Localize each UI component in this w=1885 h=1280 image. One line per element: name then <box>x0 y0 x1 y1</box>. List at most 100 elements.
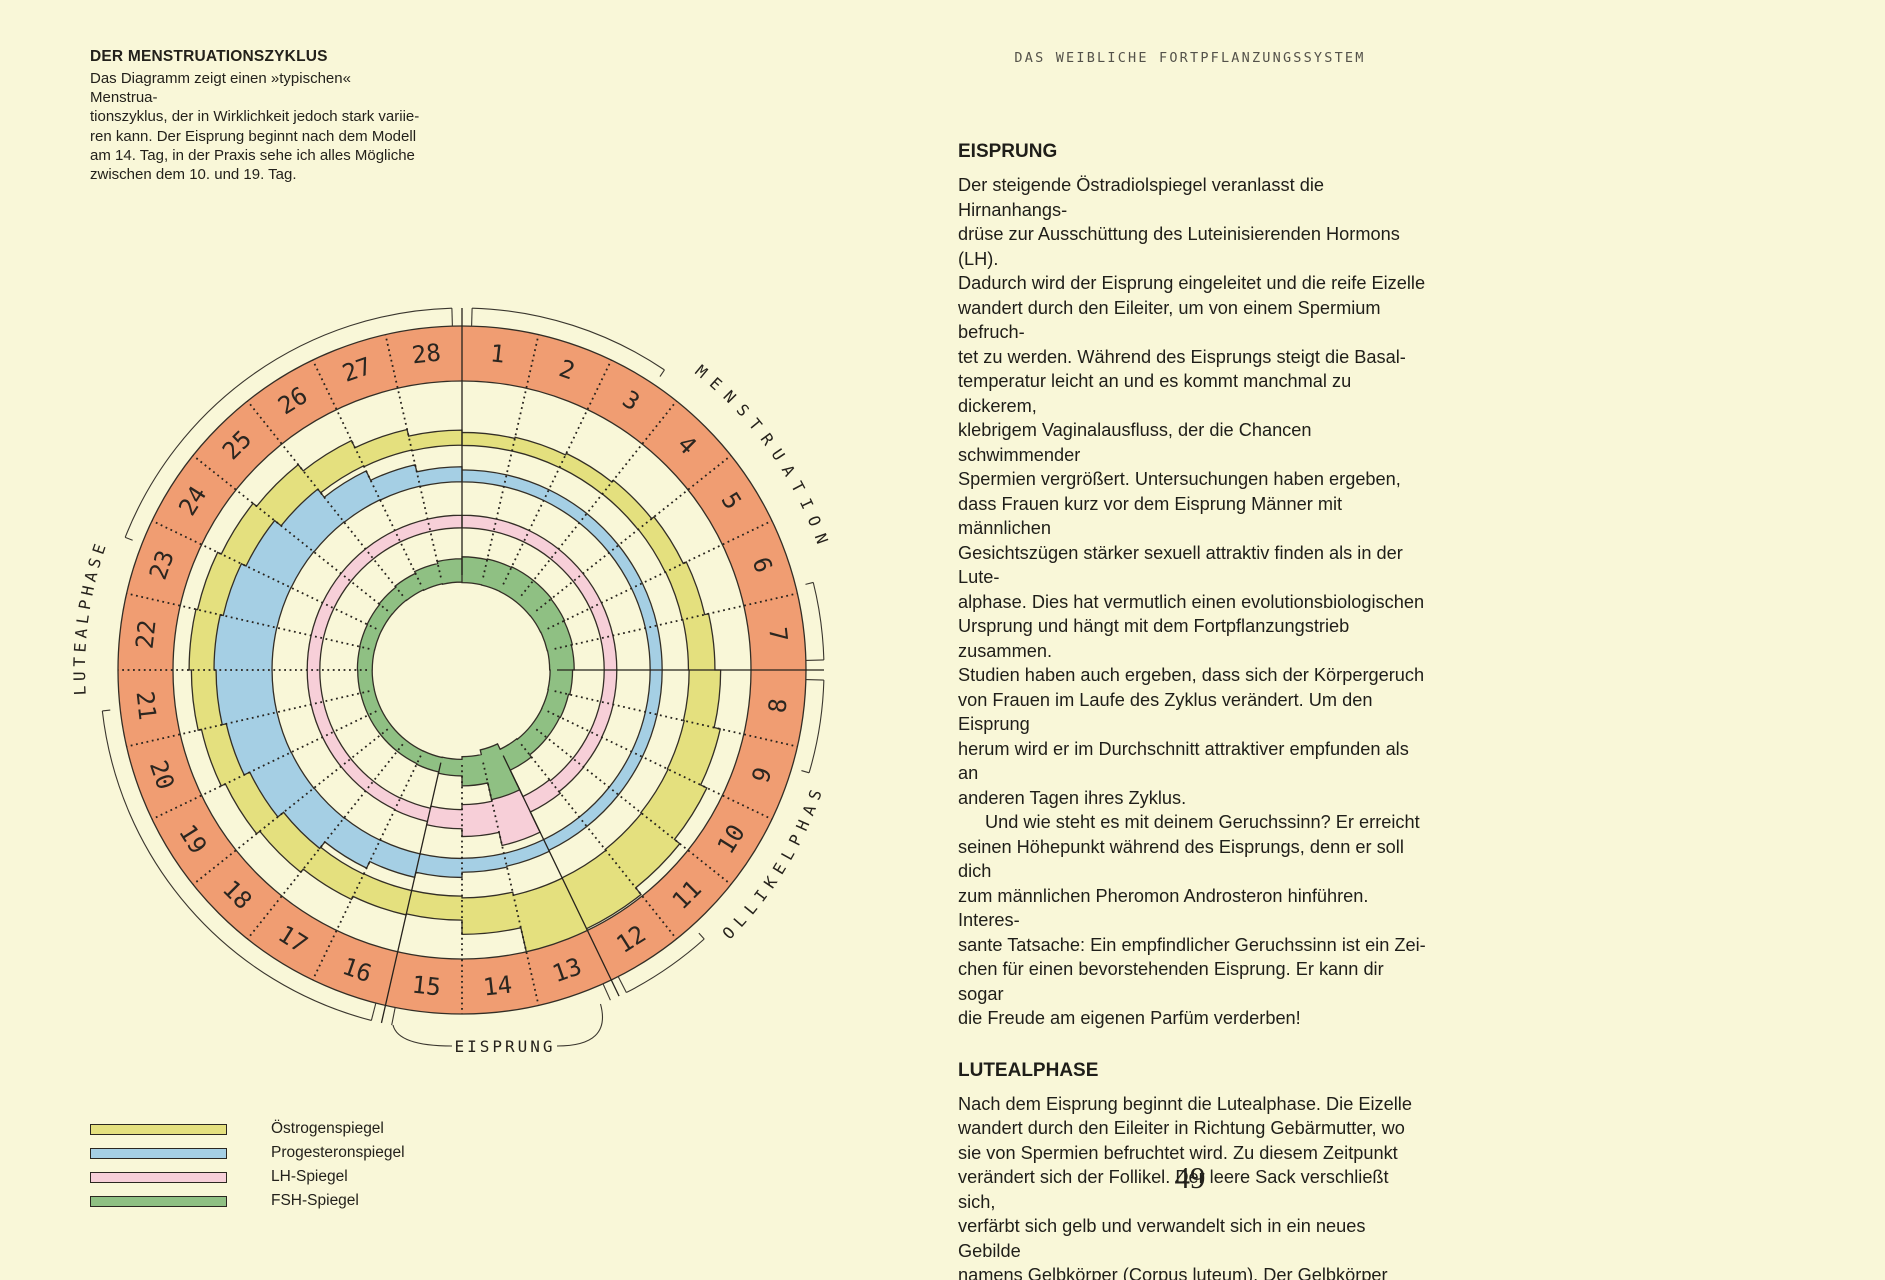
phase-label-eisprung: EISPRUNG <box>454 1037 555 1056</box>
legend-item: LH-Spiegel <box>90 1165 405 1189</box>
text-section: EISPRUNG Der steigende Östradiolspiegel v… <box>958 140 1428 1031</box>
legend-label: FSH-Spiegel <box>271 1192 359 1209</box>
body-line: wandert durch den Eileiter in Richtung G… <box>958 1118 1405 1138</box>
body-line: die Freude am eigenen Parfüm verderben! <box>958 1008 1301 1028</box>
day-boundary-dotted <box>535 454 732 612</box>
day-boundary-dotted <box>482 762 540 1006</box>
legend-item: FSH-Spiegel <box>90 1189 405 1213</box>
body-line: Und wie steht es mit deinem Geruchssinn?… <box>985 812 1420 832</box>
body-line: verfärbt sich gelb und verwandelt sich i… <box>958 1216 1366 1261</box>
body-line: Spermien vergrößert. Untersuchungen habe… <box>958 469 1401 489</box>
phase-boundary-line <box>380 762 442 1024</box>
legend-item: Progesteronspiegel <box>90 1141 405 1165</box>
day-boundary-dotted <box>311 359 422 585</box>
phase-label: LUTEALPHASE <box>70 537 111 696</box>
phase-arc <box>812 582 825 660</box>
body-line: Gesichtszügen stärker sexuell attraktiv … <box>958 542 1403 588</box>
day-number: 22 <box>130 618 161 650</box>
section-heading: LUTEALPHASE <box>958 1059 1099 1081</box>
phase-arc <box>124 307 452 538</box>
caption-line: zwischen dem 10. und 19. Tag. <box>90 166 297 184</box>
day-boundary-dotted <box>311 755 422 981</box>
day-boundary-dotted <box>384 334 442 578</box>
day-boundary-dotted <box>554 690 798 748</box>
phase-arc-tick <box>805 679 824 681</box>
day-boundary-dotted <box>547 710 773 821</box>
phase-arc-tick <box>391 1007 396 1026</box>
body-line: Studien haben auch ergeben, dass sich de… <box>958 665 1425 685</box>
body-line: sante Tatsache: Ein empfindlicher Geruch… <box>958 934 1426 955</box>
phase-arc-tick <box>124 536 133 541</box>
day-number: 21 <box>130 690 161 722</box>
hormone-ribbon-2 <box>213 463 663 879</box>
legend-label: Östrogenspiegel <box>271 1120 384 1137</box>
body-line: seinen Höhepunkt während des Eisprungs, … <box>958 836 1404 882</box>
body-line: namens Gelbkörper (Corpus luteum). Der G… <box>958 1265 1388 1280</box>
day-boundary-dotted <box>151 710 377 821</box>
caption-line: Das Diagramm zeigt einen »typischen« Men… <box>90 70 351 107</box>
legend-swatch <box>90 1171 227 1183</box>
body-line: Der steigende Östradiolspiegel veranlass… <box>958 175 1324 220</box>
body-line: verändert sich der Follikel. Der leere S… <box>958 1167 1389 1212</box>
body-line: zum männlichen Pheromon Androsteron hinf… <box>958 885 1369 931</box>
day-boundary-dotted <box>192 454 389 612</box>
day-boundary-dotted <box>246 400 404 597</box>
caption-body: Das Diagramm zeigt einen »typischen« Men… <box>90 69 420 184</box>
phase-arc-tick <box>698 932 705 940</box>
day-boundary-dotted <box>192 728 389 886</box>
menstrual-cycle-diagram: 1234567891011121314151617181920212223242… <box>0 0 826 1056</box>
body-line: tet zu werden. Während des Eisprungs ste… <box>958 346 1406 367</box>
day-number: 15 <box>410 970 442 1001</box>
diagram-caption: DER MENSTRUATIONSZYKLUS Das Diagramm zei… <box>90 48 420 184</box>
day-boundary-dotted <box>502 359 613 585</box>
legend-item: Östrogenspiegel <box>90 1117 405 1141</box>
body-line: chen für einen bevorstehenden Eisprung. … <box>958 959 1384 1004</box>
body-line: wandert durch den Eileiter, um von einem… <box>958 297 1381 343</box>
text-section: LUTEALPHASE Nach dem Eisprung beginnt die… <box>958 1059 1428 1280</box>
phase-arc-tick <box>617 976 627 993</box>
phase-arc-tick <box>602 983 611 1001</box>
body-text-column: EISPRUNG Der steigende Östradiolspiegel v… <box>958 140 1428 1280</box>
phase-arc-tick <box>659 369 665 377</box>
day-boundary-dotted <box>246 743 404 940</box>
day-boundary-dotted <box>126 592 370 650</box>
legend-swatch <box>90 1195 227 1207</box>
section-heading: EISPRUNG <box>958 141 1058 162</box>
caption-title: DER MENSTRUATIONSZYKLUS <box>90 48 328 65</box>
caption-line: ren kann. Der Eisprung beginnt nach dem … <box>90 127 417 145</box>
body-line: sie von Spermien befruchtet wird. Zu die… <box>958 1142 1398 1163</box>
legend-swatch <box>90 1123 227 1135</box>
caption-line: am 14. Tag, in der Praxis sehe ich alles… <box>90 146 415 164</box>
legend-swatch <box>90 1147 227 1159</box>
day-number: 14 <box>482 970 514 1001</box>
running-header: DAS WEIBLICHE FORTPFLANZUNGSSYSTEM <box>1014 50 1366 66</box>
day-boundary-dotted <box>535 728 732 886</box>
body-line: temperatur leicht an und es kommt manchm… <box>958 371 1352 416</box>
day-number: 1 <box>489 339 506 368</box>
body-line: klebrigem Vaginalausfluss, der die Chanc… <box>958 420 1312 465</box>
caption-line: tionszyklus, der in Wirklichkeit jedoch … <box>90 108 420 126</box>
body-line: herum wird er im Durchschnitt attraktive… <box>958 738 1409 784</box>
chart-legend: Östrogenspiegel Progesteronspiegel LH-Spie… <box>90 1117 405 1213</box>
phase-arc-tick <box>805 659 824 661</box>
day-number: 7 <box>763 626 792 643</box>
phase-arc-tick <box>102 709 111 712</box>
phase-arc <box>626 938 705 994</box>
phase-boundary-line <box>502 755 620 997</box>
phase-arc-tick <box>801 770 810 774</box>
phase-arc <box>472 307 665 371</box>
legend-label: Progesteronspiegel <box>271 1144 405 1161</box>
body-line: alphase. Dies hat vermutlich einen evolu… <box>958 591 1425 612</box>
eisprung-leader-right <box>556 1003 603 1047</box>
phase-arc <box>101 710 372 1022</box>
body-line: anderen Tagen ihres Zyklus. <box>958 787 1187 808</box>
hormone-ribbon-4 <box>356 556 575 801</box>
eisprung-leader-left <box>392 1024 453 1047</box>
day-number: 28 <box>410 338 442 369</box>
phase-arc-tick <box>370 1002 377 1021</box>
body-line: Nach dem Eisprung beginnt die Lutealphas… <box>958 1093 1412 1114</box>
phase-arc-tick <box>451 308 453 327</box>
day-boundary-dotted <box>151 519 377 630</box>
page-number: 49 <box>1174 1160 1206 1195</box>
